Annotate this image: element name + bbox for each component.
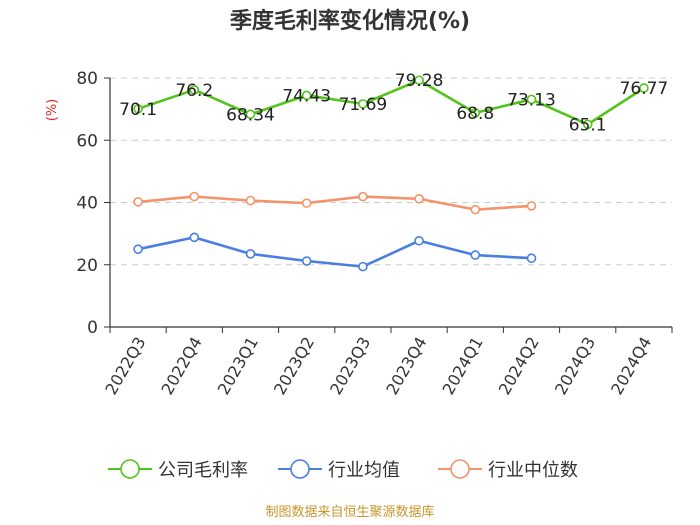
data-label: 76.2 bbox=[175, 81, 213, 101]
y-tick-label: 80 bbox=[76, 69, 98, 89]
data-label: 71.69 bbox=[339, 95, 388, 115]
data-label: 73.13 bbox=[507, 90, 556, 110]
y-tick-label: 60 bbox=[76, 131, 98, 151]
data-point bbox=[301, 90, 312, 101]
data-point bbox=[189, 232, 200, 243]
data-point bbox=[414, 75, 424, 86]
data-point bbox=[414, 193, 424, 204]
chart-title: 季度毛利率变化情况(%) bbox=[230, 8, 470, 34]
source-note: 制图数据来自恒生聚源数据库 bbox=[265, 504, 434, 520]
data-point bbox=[470, 204, 481, 215]
data-point bbox=[245, 109, 256, 120]
data-point bbox=[526, 201, 537, 211]
data-point bbox=[133, 197, 143, 207]
data-point bbox=[133, 104, 143, 114]
data-point bbox=[189, 191, 200, 202]
legend-label: 公司毛利率 bbox=[158, 460, 248, 481]
x-tick-label: 2024Q1 bbox=[439, 334, 487, 398]
data-point bbox=[301, 198, 312, 208]
data-label: 70.1 bbox=[119, 100, 157, 120]
legend-swatch-marker bbox=[450, 459, 470, 479]
data-point bbox=[414, 235, 424, 246]
x-tick-label: 2023Q4 bbox=[382, 334, 430, 398]
data-label: 68.8 bbox=[456, 104, 494, 124]
data-point bbox=[526, 253, 537, 264]
x-tick-label: 2024Q3 bbox=[551, 334, 599, 398]
data-point bbox=[245, 195, 256, 206]
x-tick-label: 2023Q3 bbox=[326, 334, 374, 398]
data-point bbox=[639, 83, 649, 93]
data-point bbox=[526, 94, 537, 105]
legend: 公司毛利率 行业均值 行业中位数 bbox=[108, 459, 578, 481]
series-line bbox=[137, 78, 645, 126]
gridlines bbox=[110, 77, 672, 266]
series-line bbox=[137, 236, 532, 268]
data-label: 76.77 bbox=[620, 79, 669, 99]
data-point bbox=[133, 244, 143, 254]
data-point bbox=[358, 191, 368, 202]
data-label: 65.1 bbox=[569, 115, 607, 135]
y-axis-unit: (%) bbox=[45, 99, 60, 122]
data-point bbox=[245, 249, 256, 259]
data-point bbox=[301, 256, 312, 266]
data-point bbox=[358, 261, 368, 272]
legend-swatch-marker bbox=[290, 459, 310, 479]
legend-label: 行业均值 bbox=[328, 460, 400, 481]
x-tick-label: 2022Q4 bbox=[158, 334, 206, 398]
x-tick-label: 2023Q2 bbox=[270, 334, 318, 398]
y-tick-label: 40 bbox=[76, 194, 98, 214]
x-tick-label: 2024Q4 bbox=[607, 334, 655, 398]
data-point bbox=[470, 108, 481, 118]
x-tick-label: 2023Q1 bbox=[214, 334, 262, 398]
data-label: 79.28 bbox=[395, 71, 444, 91]
data-labels: 70.1 76.2 68.34 74.43 71.69 79.28 68.8 73.13 65.… bbox=[119, 71, 668, 135]
legend-label: 行业中位数 bbox=[488, 460, 578, 481]
x-tick-label: 2022Q3 bbox=[101, 334, 149, 398]
data-label: 68.34 bbox=[226, 105, 275, 125]
y-tick-label: 0 bbox=[87, 318, 98, 338]
series-line bbox=[137, 195, 532, 211]
data-point bbox=[358, 99, 368, 109]
data-point bbox=[470, 250, 481, 260]
data-label: 74.43 bbox=[282, 86, 331, 106]
data-point bbox=[582, 119, 593, 130]
y-tick-label: 20 bbox=[76, 256, 98, 276]
x-tick-label: 2024Q2 bbox=[495, 334, 543, 398]
series-lines bbox=[133, 75, 649, 272]
data-point bbox=[189, 85, 200, 95]
legend-swatch-marker bbox=[120, 459, 140, 479]
